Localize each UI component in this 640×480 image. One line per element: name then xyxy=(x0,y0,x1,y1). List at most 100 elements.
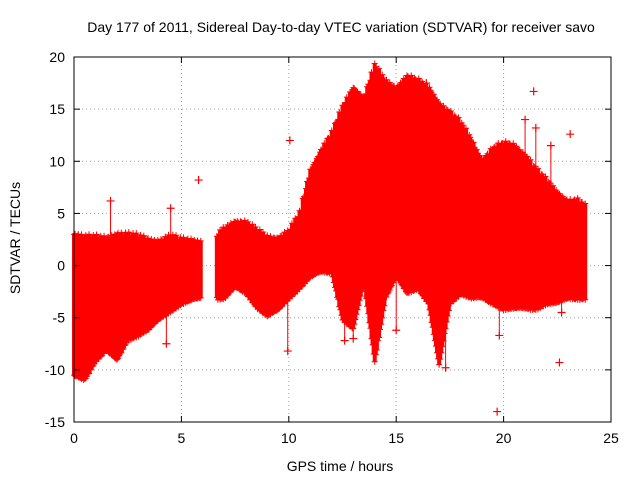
data-point xyxy=(437,356,444,363)
data-point xyxy=(473,146,480,153)
data-point xyxy=(430,91,437,98)
data-point xyxy=(86,231,93,238)
data-series xyxy=(71,60,589,416)
data-point xyxy=(351,321,358,328)
data-point xyxy=(463,125,470,132)
data-point xyxy=(502,138,509,145)
data-point xyxy=(115,355,122,362)
x-tick-label: 0 xyxy=(70,430,78,446)
data-point xyxy=(444,312,451,319)
y-tick-label: 5 xyxy=(57,205,65,221)
data-point xyxy=(358,288,365,295)
data-point xyxy=(574,194,581,201)
outlier-point xyxy=(493,407,502,416)
data-point xyxy=(356,297,363,304)
outlier-point xyxy=(546,141,555,150)
y-tick-label: 0 xyxy=(57,258,65,274)
data-point xyxy=(354,306,361,313)
x-tick-label: 25 xyxy=(603,430,619,446)
data-point xyxy=(260,228,267,235)
data-point xyxy=(476,152,483,159)
y-tick-label: 15 xyxy=(49,101,65,117)
data-point xyxy=(357,91,364,98)
data-point xyxy=(438,349,445,356)
data-point xyxy=(381,302,388,309)
data-point xyxy=(427,87,434,94)
data-point xyxy=(197,294,204,301)
y-tick-label: -5 xyxy=(53,310,66,326)
outlier-point xyxy=(531,123,540,132)
data-point xyxy=(88,366,95,373)
outlier-point xyxy=(422,79,431,88)
data-point xyxy=(372,351,379,358)
data-point xyxy=(466,131,473,138)
data-point xyxy=(140,232,147,239)
data-point xyxy=(426,84,433,91)
data-point xyxy=(357,293,364,300)
data-point xyxy=(377,326,384,333)
data-point xyxy=(371,60,378,67)
data-point xyxy=(353,311,360,318)
data-point xyxy=(372,63,379,70)
data-point xyxy=(445,307,452,314)
chart-title: Day 177 of 2011, Sidereal Day-to-day VTE… xyxy=(87,19,595,35)
outlier-point xyxy=(285,136,294,145)
data-point xyxy=(452,113,459,120)
outlier-point xyxy=(106,196,115,205)
data-point xyxy=(373,346,380,353)
data-point xyxy=(539,171,546,178)
data-point xyxy=(542,173,549,180)
outlier-point xyxy=(529,87,538,96)
outlier-point xyxy=(495,331,504,340)
data-point xyxy=(443,319,450,326)
data-point xyxy=(180,234,187,241)
data-point xyxy=(531,163,538,170)
data-point xyxy=(546,180,553,187)
data-point xyxy=(374,337,381,344)
data-point xyxy=(378,321,385,328)
data-point xyxy=(120,345,127,352)
data-point xyxy=(133,230,140,237)
data-point xyxy=(355,302,362,309)
x-tick-label: 20 xyxy=(496,430,512,446)
data-point xyxy=(441,330,448,337)
outlier-point xyxy=(166,204,175,213)
data-point xyxy=(513,143,520,150)
data-point xyxy=(459,122,466,129)
data-point xyxy=(582,296,589,303)
data-point xyxy=(440,102,447,109)
outlier-point xyxy=(521,115,530,124)
outlier-point xyxy=(557,308,566,317)
data-point xyxy=(524,153,531,160)
data-point xyxy=(415,75,422,82)
data-point xyxy=(376,334,383,341)
data-point xyxy=(470,139,477,146)
data-point xyxy=(86,370,93,377)
y-tick-label: 10 xyxy=(49,153,65,169)
x-tick-label: 10 xyxy=(281,430,297,446)
outlier-point xyxy=(441,363,450,372)
data-point xyxy=(379,314,386,321)
data-point xyxy=(437,100,444,107)
outlier-point xyxy=(283,347,292,356)
outlier-point xyxy=(349,334,358,343)
data-point xyxy=(383,294,390,301)
data-point xyxy=(252,223,259,230)
x-axis-label: GPS time / hours xyxy=(287,458,394,474)
data-point xyxy=(527,156,534,163)
data-point xyxy=(582,200,589,207)
x-tick-label: 15 xyxy=(388,430,404,446)
data-point xyxy=(137,232,144,239)
data-point xyxy=(241,217,248,224)
y-tick-label: -10 xyxy=(45,362,65,378)
axes: 0 5 10 15 20 25 -15 -10 -5 0 5 10 15 20 xyxy=(45,49,619,446)
outlier-point xyxy=(340,336,349,345)
data-point xyxy=(93,231,100,238)
data-point xyxy=(455,114,462,121)
outlier-point xyxy=(555,358,564,367)
data-point xyxy=(436,361,443,368)
outlier-point xyxy=(194,176,203,185)
outlier-point xyxy=(162,339,171,348)
data-point xyxy=(434,96,441,103)
